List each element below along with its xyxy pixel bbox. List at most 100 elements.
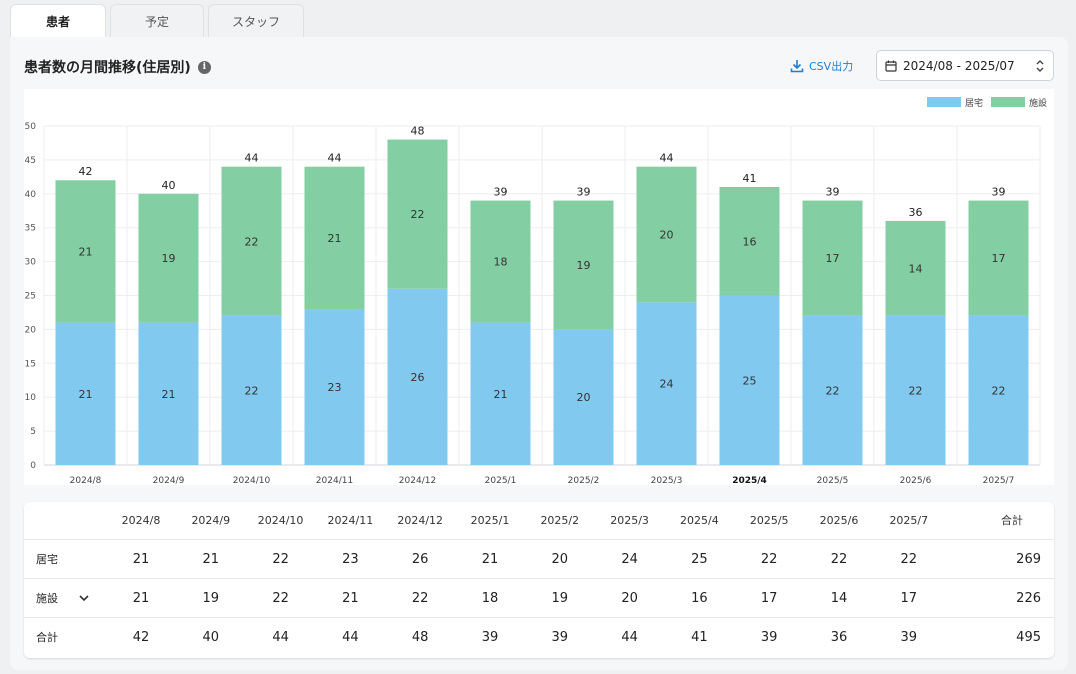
x-tick-label: 2024/10 <box>233 476 271 485</box>
table-cell: 21 <box>342 591 359 606</box>
table-cell: 21 <box>132 552 150 567</box>
table-cell-total: 226 <box>1016 591 1041 606</box>
page-title: 患者数の月間推移(住居別) i <box>24 57 211 77</box>
table-cell: 14 <box>830 591 848 606</box>
page-title-text: 患者数の月間推移(住居別) <box>24 60 191 76</box>
table-row-label: 合計 <box>36 629 58 645</box>
bar-facility <box>470 200 531 323</box>
bar-value-label: 25 <box>743 374 757 387</box>
table-cell: 42 <box>132 630 150 645</box>
bar-home <box>802 315 863 465</box>
table-cell: 22 <box>830 552 848 567</box>
chevron-down-icon[interactable] <box>78 592 90 604</box>
bar-facility <box>885 220 946 316</box>
bar-value-label: 22 <box>411 208 425 221</box>
date-range-value: 2024/08 - 2025/07 <box>903 58 1015 73</box>
bar-value-label: 19 <box>577 259 591 272</box>
bar-total-label: 48 <box>411 125 425 138</box>
table-cell: 24 <box>621 552 638 567</box>
bar-total-label: 41 <box>743 172 757 185</box>
bar-total-label: 39 <box>577 186 591 199</box>
bar-total-label: 36 <box>909 206 923 219</box>
table-cell: 20 <box>551 552 569 567</box>
bar-facility <box>802 200 863 316</box>
table-row-label-text: 合計 <box>36 631 58 644</box>
bar-value-label: 14 <box>909 262 923 275</box>
bar-home <box>553 329 614 465</box>
y-tick-label: 15 <box>25 359 36 369</box>
table-cell: 39 <box>481 630 499 645</box>
y-tick-label: 10 <box>25 393 37 403</box>
bar-home <box>885 315 946 465</box>
table-cell: 17 <box>760 591 778 606</box>
bar-facility <box>304 166 365 310</box>
table-cell-total: 495 <box>1016 630 1041 645</box>
tab-patients[interactable]: 患者 <box>10 4 106 37</box>
table-cell: 23 <box>342 552 359 567</box>
table-cell: 21 <box>481 552 499 567</box>
table-cell: 22 <box>272 591 289 606</box>
bar-value-label: 21 <box>328 232 342 245</box>
legend-swatch-home <box>927 97 961 107</box>
table-cell: 17 <box>900 591 918 606</box>
table-cell: 48 <box>411 630 429 645</box>
table-cell: 22 <box>760 552 778 567</box>
x-tick-label: 2025/2 <box>568 476 600 485</box>
bar-total-label: 39 <box>826 186 840 199</box>
table-cell: 21 <box>132 591 150 606</box>
table-header-cell: 2025/2 <box>540 514 580 527</box>
table-cell-total: 269 <box>1016 552 1041 567</box>
table-row: 居宅 21 21 22 23 26 21 20 24 25 22 22 22 269 <box>24 539 1054 578</box>
bar-facility <box>553 200 614 330</box>
bar-value-label: 21 <box>79 245 93 258</box>
date-range-select[interactable]: 2024/08 - 2025/07 <box>876 50 1054 81</box>
tab-staff[interactable]: スタッフ <box>208 4 304 37</box>
bar-home <box>470 322 531 465</box>
table-row-label: 居宅 <box>36 551 58 567</box>
bar-value-label: 22 <box>909 384 923 397</box>
bar-facility <box>636 166 697 303</box>
bar-facility <box>55 180 116 323</box>
bar-total-label: 44 <box>245 152 259 165</box>
table-row-label-text: 施設 <box>36 592 58 605</box>
table-header-cell: 2025/4 <box>680 514 719 527</box>
table-cell: 19 <box>202 591 220 606</box>
chevron-updown-icon <box>1036 60 1044 72</box>
bar-facility <box>968 200 1029 316</box>
table-header-cell: 2024/9 <box>191 514 231 527</box>
download-icon <box>790 60 804 73</box>
y-tick-label: 20 <box>25 325 37 335</box>
table-header-cell: 2025/1 <box>470 514 510 527</box>
bar-facility <box>387 139 448 289</box>
table-cell: 16 <box>691 591 708 606</box>
bar-value-label: 24 <box>660 378 674 391</box>
table-cell: 25 <box>691 552 708 567</box>
x-tick-label: 2025/1 <box>485 476 517 485</box>
x-tick-label: 2025/6 <box>900 476 932 485</box>
table-header-cell: 2025/6 <box>819 514 859 527</box>
table-cell: 19 <box>551 591 569 606</box>
bar-value-label: 23 <box>328 381 342 394</box>
bar-value-label: 22 <box>245 235 259 248</box>
bar-facility <box>221 166 282 316</box>
stacked-bar-chart: 0 5 10 15 20 25 30 35 40 45 50 21 21 42 2024/8 21 19 40 20… <box>24 89 1054 485</box>
bar-value-label: 21 <box>162 388 176 401</box>
table-cell: 26 <box>411 552 429 567</box>
bar-facility <box>719 187 780 296</box>
bar-value-label: 21 <box>79 388 93 401</box>
y-tick-label: 35 <box>25 224 36 234</box>
x-tick-label: 2024/9 <box>153 476 185 485</box>
table-header-cell: 2025/3 <box>610 514 649 527</box>
data-table: 2024/8 2024/9 2024/10 2024/11 2024/12 2025/1 2… <box>24 502 1054 658</box>
info-icon[interactable]: i <box>197 60 211 74</box>
csv-export-button[interactable]: CSV出力 <box>790 58 853 74</box>
bar-home <box>968 315 1029 465</box>
tab-schedule[interactable]: 予定 <box>110 4 204 37</box>
bar-total-label: 40 <box>162 179 176 192</box>
bar-value-label: 17 <box>992 252 1006 265</box>
bar-value-label: 26 <box>411 371 425 384</box>
y-tick-label: 0 <box>30 461 36 471</box>
csv-export-label: CSV出力 <box>809 60 854 73</box>
calendar-icon <box>885 60 897 72</box>
table-header-cell: 2024/12 <box>397 514 444 527</box>
